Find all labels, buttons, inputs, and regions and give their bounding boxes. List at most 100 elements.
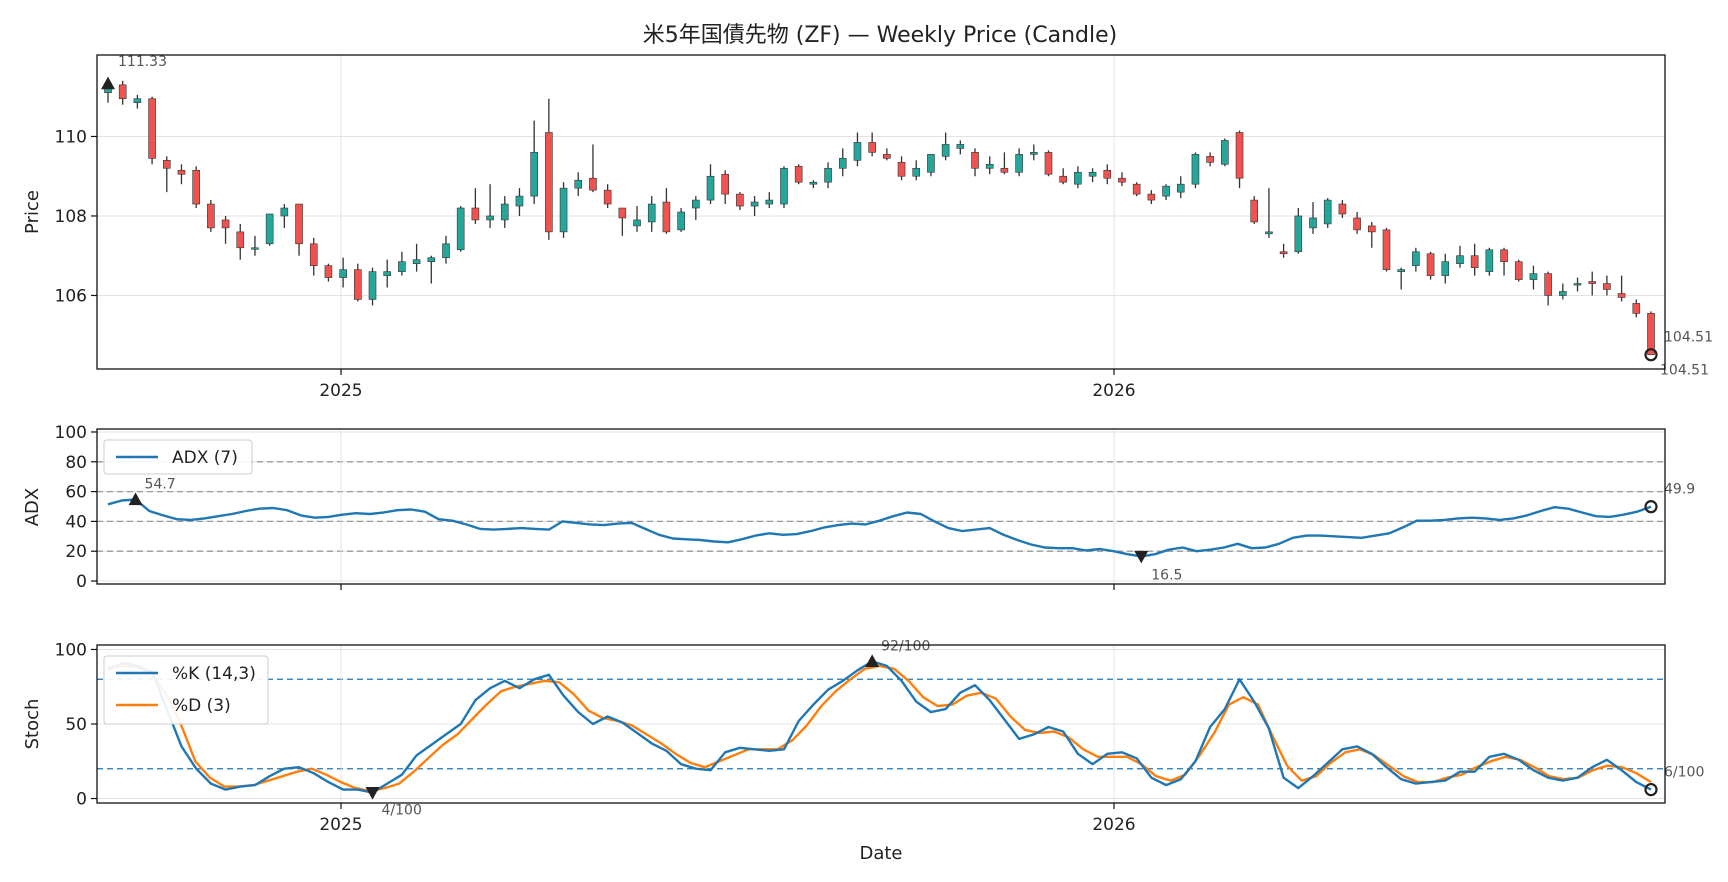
candle-body <box>383 271 392 276</box>
candle-body <box>633 219 641 227</box>
price-last-label: 104.51 <box>1664 330 1713 346</box>
candle-body <box>177 169 186 175</box>
candle-body <box>412 259 421 264</box>
candle-body <box>574 179 583 189</box>
candle-body <box>309 243 318 266</box>
candle-body <box>236 231 245 249</box>
price-last-close-label: 104.51 <box>1660 363 1709 379</box>
stoch-min-label: 4/100 <box>382 803 422 819</box>
candle-body <box>545 132 553 233</box>
adx-ytick-label: 80 <box>65 453 87 473</box>
candle-body <box>1485 249 1494 272</box>
adx-panel: 54.7 16.5 49.9 0 20 40 60 80 100 ADX ADX (7) <box>22 423 1695 592</box>
candle-body <box>824 167 832 183</box>
stoch-ytick-label: 100 <box>55 640 87 660</box>
stoch-xtick-label: 2025 <box>319 815 362 835</box>
candle-body <box>1250 199 1259 223</box>
candle-body <box>207 203 215 229</box>
stoch-ytick-label: 50 <box>65 715 87 735</box>
candle-body <box>1294 215 1303 253</box>
candle-body <box>1000 167 1009 173</box>
candle-body <box>398 261 406 272</box>
candle-body <box>486 215 494 221</box>
candle-body <box>750 201 759 207</box>
stoch-d-line <box>107 664 1652 793</box>
candle-body <box>1603 283 1611 290</box>
price-xtick-label: 2026 <box>1092 381 1135 401</box>
candle-body <box>647 203 656 223</box>
adx-ytick-label: 100 <box>55 423 87 443</box>
candle-body <box>1367 225 1376 233</box>
candle-body <box>1279 251 1288 255</box>
candle-body <box>1412 251 1420 266</box>
candle-body <box>1235 132 1244 179</box>
candle-body <box>677 211 685 231</box>
candle-body <box>1353 217 1361 231</box>
candle-body <box>1147 193 1156 201</box>
candle-body <box>1132 183 1141 195</box>
candle-body <box>1470 255 1479 268</box>
candle-body <box>662 201 671 233</box>
candle-body <box>559 187 568 233</box>
candle-body <box>1191 154 1200 185</box>
price-ylabel: Price <box>22 190 43 234</box>
candle-body <box>706 175 715 201</box>
candle-body <box>1030 152 1038 155</box>
candle-body <box>941 144 950 157</box>
price-panel: 111.33 104.51 104.51 106 108 110 2025 2026 Pri… <box>22 54 1713 401</box>
adx-max-label: 54.7 <box>145 476 176 492</box>
price-ytick-label: 110 <box>55 127 87 147</box>
price-high-label: 111.33 <box>118 54 167 70</box>
adx-ytick-label: 0 <box>76 572 87 592</box>
candle-body <box>618 207 627 219</box>
candle-body <box>1323 199 1332 225</box>
stoch-k-line <box>107 660 1652 794</box>
price-xtick-label: 2025 <box>319 381 362 401</box>
candle-body <box>1265 231 1273 235</box>
stoch-xtick-label: 2026 <box>1092 815 1135 835</box>
candle-body <box>427 257 436 262</box>
candle-body <box>1088 171 1097 177</box>
adx-ytick-label: 20 <box>65 542 87 562</box>
candle-body <box>985 164 994 169</box>
d-legend-label: %D (3) <box>172 696 231 716</box>
candle-body <box>721 173 730 195</box>
price-ytick-label: 108 <box>55 207 87 227</box>
adx-line <box>107 498 1652 558</box>
k-legend-label: %K (14,3) <box>172 664 256 684</box>
candle-body <box>1456 255 1464 264</box>
candle-body <box>780 167 788 205</box>
candle-body <box>692 199 700 209</box>
candle-body <box>442 243 450 259</box>
stoch-min-marker <box>365 786 380 800</box>
adx-min-marker <box>1134 550 1149 564</box>
candle-body <box>912 167 921 177</box>
candle-body <box>192 169 200 205</box>
candle-body <box>456 207 465 251</box>
candle-body <box>1544 273 1552 296</box>
adx-ytick-label: 60 <box>65 483 87 503</box>
stoch-max-label: 92/100 <box>881 638 930 654</box>
candle-body <box>530 152 538 197</box>
candle-body <box>1397 269 1405 272</box>
candle-body <box>1426 253 1435 276</box>
candle-body <box>589 177 597 191</box>
candle-body <box>897 162 906 177</box>
adx-ylabel: ADX <box>22 488 43 527</box>
candle-body <box>1529 273 1538 280</box>
stoch-xlabel: Date <box>859 843 902 864</box>
candle-body <box>1559 291 1567 296</box>
candle-body <box>736 193 744 207</box>
adx-min-label: 16.5 <box>1151 567 1182 583</box>
candle-body <box>765 199 774 205</box>
candle-body <box>809 181 818 185</box>
candle-body <box>1162 185 1170 197</box>
stoch-panel: 92/100 4/100 6/100 0 50 100 2025 2026 Stoch Da… <box>22 638 1704 864</box>
candle-body <box>1074 171 1082 185</box>
candle-body <box>1338 203 1347 215</box>
candle-body <box>603 189 612 205</box>
adx-last-marker <box>1644 500 1658 514</box>
candle-body <box>1617 293 1626 298</box>
stoch-last-marker <box>1644 782 1658 797</box>
candle-body <box>324 265 333 278</box>
